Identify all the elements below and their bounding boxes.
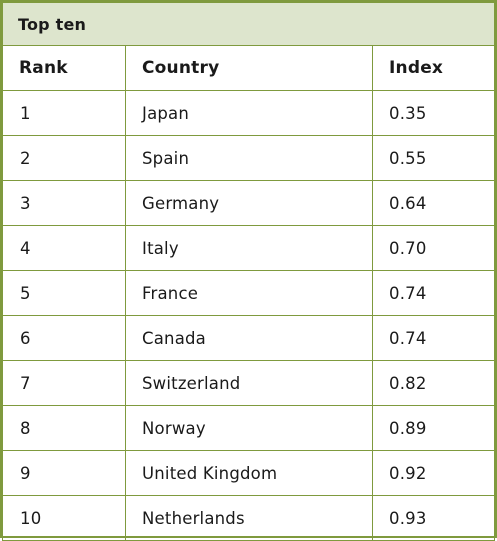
cell-index: 0.70 [372,225,495,271]
cell-country: Italy [125,225,373,271]
table-row: 3 Germany 0.64 [2,180,495,226]
column-header-country: Country [125,45,373,91]
table-title: Top ten [2,2,495,46]
cell-index: 0.82 [372,360,495,406]
table-row: 7 Switzerland 0.82 [2,360,495,406]
cell-rank: 1 [2,90,126,136]
cell-index: 0.64 [372,180,495,226]
table-header-row: Rank Country Index [2,45,495,91]
cell-country: Switzerland [125,360,373,406]
cell-index: 0.55 [372,135,495,181]
table-row: 2 Spain 0.55 [2,135,495,181]
cell-index: 0.35 [372,90,495,136]
cell-rank: 9 [2,450,126,496]
cell-country: United Kingdom [125,450,373,496]
table-title-row: Top ten [2,2,495,46]
cell-country: Netherlands [125,495,373,541]
cell-rank: 7 [2,360,126,406]
cell-rank: 8 [2,405,126,451]
cell-country: Germany [125,180,373,226]
cell-rank: 5 [2,270,126,316]
cell-country: Canada [125,315,373,361]
cell-rank: 4 [2,225,126,271]
cell-index: 0.74 [372,270,495,316]
cell-rank: 10 [2,495,126,541]
table-row: 9 United Kingdom 0.92 [2,450,495,496]
table-row: 6 Canada 0.74 [2,315,495,361]
cell-country: Japan [125,90,373,136]
table-row: 5 France 0.74 [2,270,495,316]
cell-index: 0.89 [372,405,495,451]
column-header-index: Index [372,45,495,91]
table-row: 1 Japan 0.35 [2,90,495,136]
table-row: 8 Norway 0.89 [2,405,495,451]
cell-rank: 6 [2,315,126,361]
cell-country: France [125,270,373,316]
cell-index: 0.93 [372,495,495,541]
column-header-rank: Rank [2,45,126,91]
cell-index: 0.74 [372,315,495,361]
cell-index: 0.92 [372,450,495,496]
cell-rank: 3 [2,180,126,226]
cell-country: Spain [125,135,373,181]
cell-country: Norway [125,405,373,451]
table-row: 4 Italy 0.70 [2,225,495,271]
cell-rank: 2 [2,135,126,181]
table-row: 10 Netherlands 0.93 [2,495,495,541]
